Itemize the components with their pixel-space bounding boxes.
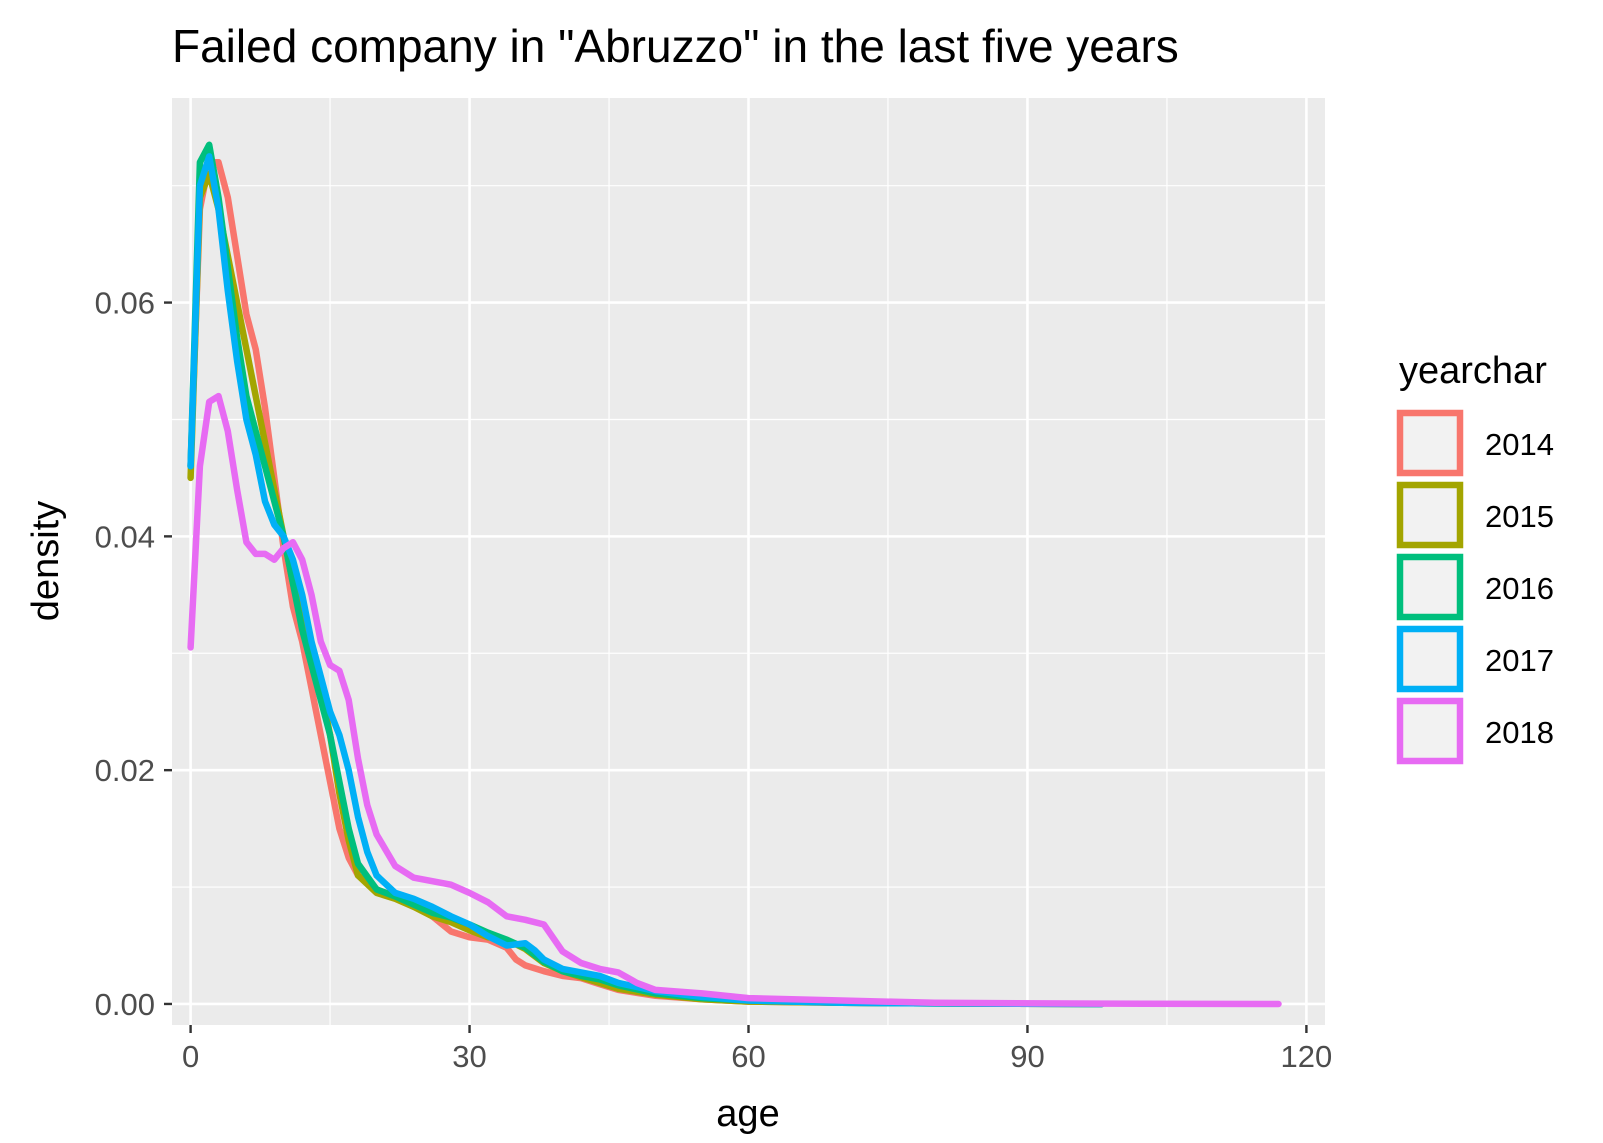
x-axis-title: age [716,1093,779,1135]
legend: yearchar 2014 2015 2016 2017 2018 [1396,350,1554,765]
legend-label-2018: 2018 [1485,715,1554,750]
x-tick-label: 90 [1010,1039,1044,1074]
legend-title: yearchar [1399,350,1547,392]
legend-item-2018: 2018 [1396,697,1554,765]
chart-title: Failed company in "Abruzzo" in the last … [172,20,1179,72]
legend-key-2018 [1396,697,1464,765]
legend-item-2016: 2016 [1396,553,1554,621]
y-tick-label: 0.02 [95,753,155,788]
x-tick-label: 30 [452,1039,486,1074]
y-axis: 0.00 0.02 0.04 0.06 [95,286,172,1022]
legend-item-2017: 2017 [1396,625,1554,693]
legend-label-2014: 2014 [1485,427,1554,462]
legend-key-2016 [1396,553,1464,621]
legend-item-2015: 2015 [1396,481,1554,549]
legend-item-2014: 2014 [1396,409,1554,477]
series-lines [187,141,1282,1008]
legend-key-2015 [1396,481,1464,549]
series-line-2018 [187,392,1282,1008]
x-tick-label: 60 [731,1039,765,1074]
y-tick-label: 0.00 [95,987,155,1022]
legend-label-2015: 2015 [1485,499,1554,534]
x-tick-label: 0 [182,1039,199,1074]
y-tick-label: 0.06 [95,286,155,321]
y-axis-title: density [25,501,67,621]
series-line-2015 [187,170,1106,1008]
legend-key-2014 [1396,409,1464,477]
series-line-2017 [187,153,1106,1008]
legend-label-2016: 2016 [1485,571,1554,606]
x-tick-label: 120 [1281,1039,1333,1074]
x-axis: 0 30 60 90 120 [182,1025,1332,1074]
y-tick-label: 0.04 [95,519,155,554]
legend-label-2017: 2017 [1485,643,1554,678]
legend-key-2017 [1396,625,1464,693]
